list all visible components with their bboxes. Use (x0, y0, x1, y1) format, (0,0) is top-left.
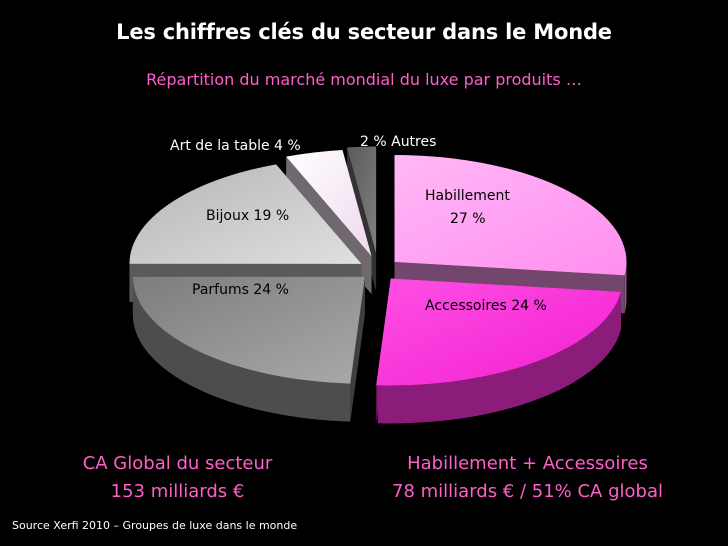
apparel-accessories-label: Habillement + Accessoires (407, 453, 648, 474)
page-title: Les chiffres clés du secteur dans le Mon… (116, 20, 612, 44)
label-accessoires: Accessoires 24 % (425, 298, 547, 314)
label-habillement-value: 27 % (450, 211, 486, 227)
label-autres: 2 % Autres (360, 134, 437, 150)
label-parfums: Parfums 24 % (192, 282, 289, 298)
pie-slice-parfums (132, 276, 365, 422)
global-revenue-block: CA Global du secteur 153 milliards € (45, 450, 310, 506)
label-habillement: Habillement (425, 188, 510, 204)
apparel-accessories-block: Habillement + Accessoires 78 milliards €… (370, 450, 685, 506)
global-revenue-label: CA Global du secteur (82, 453, 273, 474)
label-bijoux: Bijoux 19 % (206, 208, 290, 224)
apparel-accessories-value: 78 milliards € / 51% CA global (392, 481, 663, 502)
chart-subtitle: Répartition du marché mondial du luxe pa… (146, 70, 582, 89)
pie-slice-accessoires (376, 278, 621, 424)
global-revenue-value: 153 milliards € (110, 481, 245, 502)
source-note: Source Xerfi 2010 – Groupes de luxe dans… (12, 519, 298, 532)
label-art-de-la-table: Art de la table 4 % (170, 138, 301, 154)
